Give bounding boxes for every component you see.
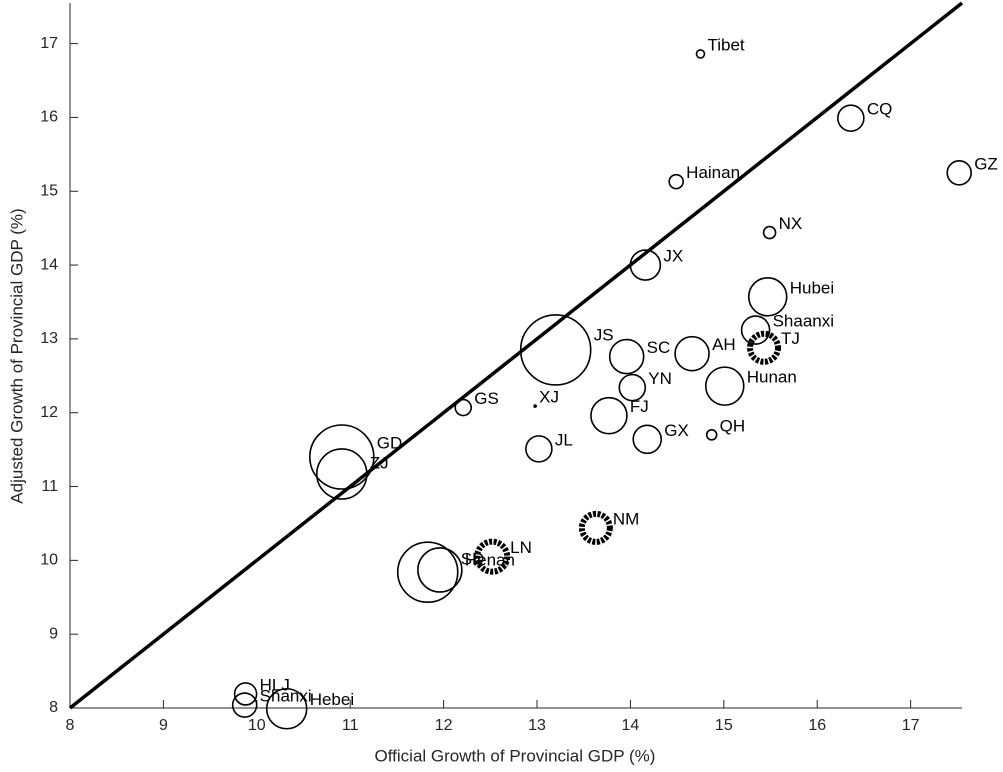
bubble (747, 277, 788, 317)
point-label: GD (377, 434, 403, 453)
point-label: Hebei (310, 690, 354, 709)
point-label: QH (720, 416, 746, 435)
x-tick-label: 10 (248, 717, 266, 734)
point-label: XJ (539, 388, 559, 407)
point-label: NM (613, 509, 639, 528)
point-label: SC (647, 338, 671, 357)
bubble (316, 448, 368, 500)
bubble (525, 435, 553, 463)
bubble (695, 49, 706, 59)
bubble (668, 173, 684, 190)
x-tick-label: 13 (528, 717, 546, 734)
bubble (762, 225, 777, 240)
x-axis-label: Official Growth of Provincial GDP (%) (375, 746, 656, 765)
point-label: GX (664, 421, 689, 440)
x-tick-label: 11 (342, 717, 359, 734)
x-tick-label: 16 (808, 717, 826, 734)
point-label: JS (594, 325, 614, 344)
point-label: GZ (974, 154, 998, 173)
point-label: NX (779, 214, 803, 233)
bubble (590, 396, 628, 435)
point-label: Hubei (790, 278, 834, 297)
y-tick-label: 9 (49, 625, 58, 642)
point-label: LN (510, 538, 532, 557)
point-label: GS (474, 389, 499, 408)
bubble (309, 424, 375, 490)
bubble (474, 538, 511, 575)
point-label: JL (555, 430, 573, 449)
bubble (519, 314, 592, 386)
x-tick-label: 9 (159, 717, 168, 734)
bubble (629, 249, 662, 281)
bubble (618, 373, 647, 402)
x-tick-label: 17 (902, 717, 920, 734)
point-label: YN (648, 369, 672, 388)
reference-line (68, 1, 964, 710)
bubble (608, 338, 645, 375)
bubble (417, 547, 463, 593)
y-tick-label: 12 (40, 404, 58, 421)
x-tick-label: 12 (435, 717, 453, 734)
y-tick-label: 10 (40, 552, 58, 569)
y-tick-label: 14 (40, 256, 58, 273)
bubble (704, 366, 745, 406)
y-tick-label: 8 (49, 699, 58, 716)
y-tick-label: 13 (40, 330, 58, 347)
bubble (632, 424, 663, 455)
point-label: JX (663, 247, 683, 266)
point-label: Henan (465, 551, 515, 570)
bubble (946, 159, 972, 186)
bubble (578, 510, 613, 545)
point-label: Tibet (707, 35, 744, 54)
point-label: SD (461, 550, 485, 569)
y-tick-label: 11 (41, 478, 58, 495)
x-tick-label: 8 (66, 717, 75, 734)
bubble (396, 541, 459, 603)
bubble (231, 692, 258, 718)
y-tick-label: 16 (40, 109, 58, 126)
bubble (746, 330, 781, 365)
point-label: Hainan (686, 163, 740, 182)
bubble (705, 429, 718, 441)
point-label: FJ (630, 397, 649, 416)
y-tick-label: 15 (40, 182, 58, 199)
bubble (740, 315, 771, 345)
y-tick-label: 17 (40, 35, 58, 52)
point-label: AH (712, 335, 736, 354)
point-label: TJ (781, 329, 800, 348)
y-axis-label: Adjusted Growth of Provincial GDP (%) (7, 208, 26, 503)
bubble (454, 398, 473, 417)
x-tick-label: 15 (715, 717, 733, 734)
bubble (233, 682, 258, 706)
bubble (674, 335, 710, 372)
bubble (837, 104, 865, 132)
x-tick-label: 14 (622, 717, 640, 734)
point-label: CQ (867, 100, 893, 119)
point-label: ZJ (370, 453, 389, 472)
bubble (533, 404, 537, 408)
bubble (265, 687, 308, 730)
point-label: Shaanxi (773, 312, 834, 331)
point-label: Shanxi (260, 687, 312, 706)
point-label: Hunan (747, 368, 797, 387)
